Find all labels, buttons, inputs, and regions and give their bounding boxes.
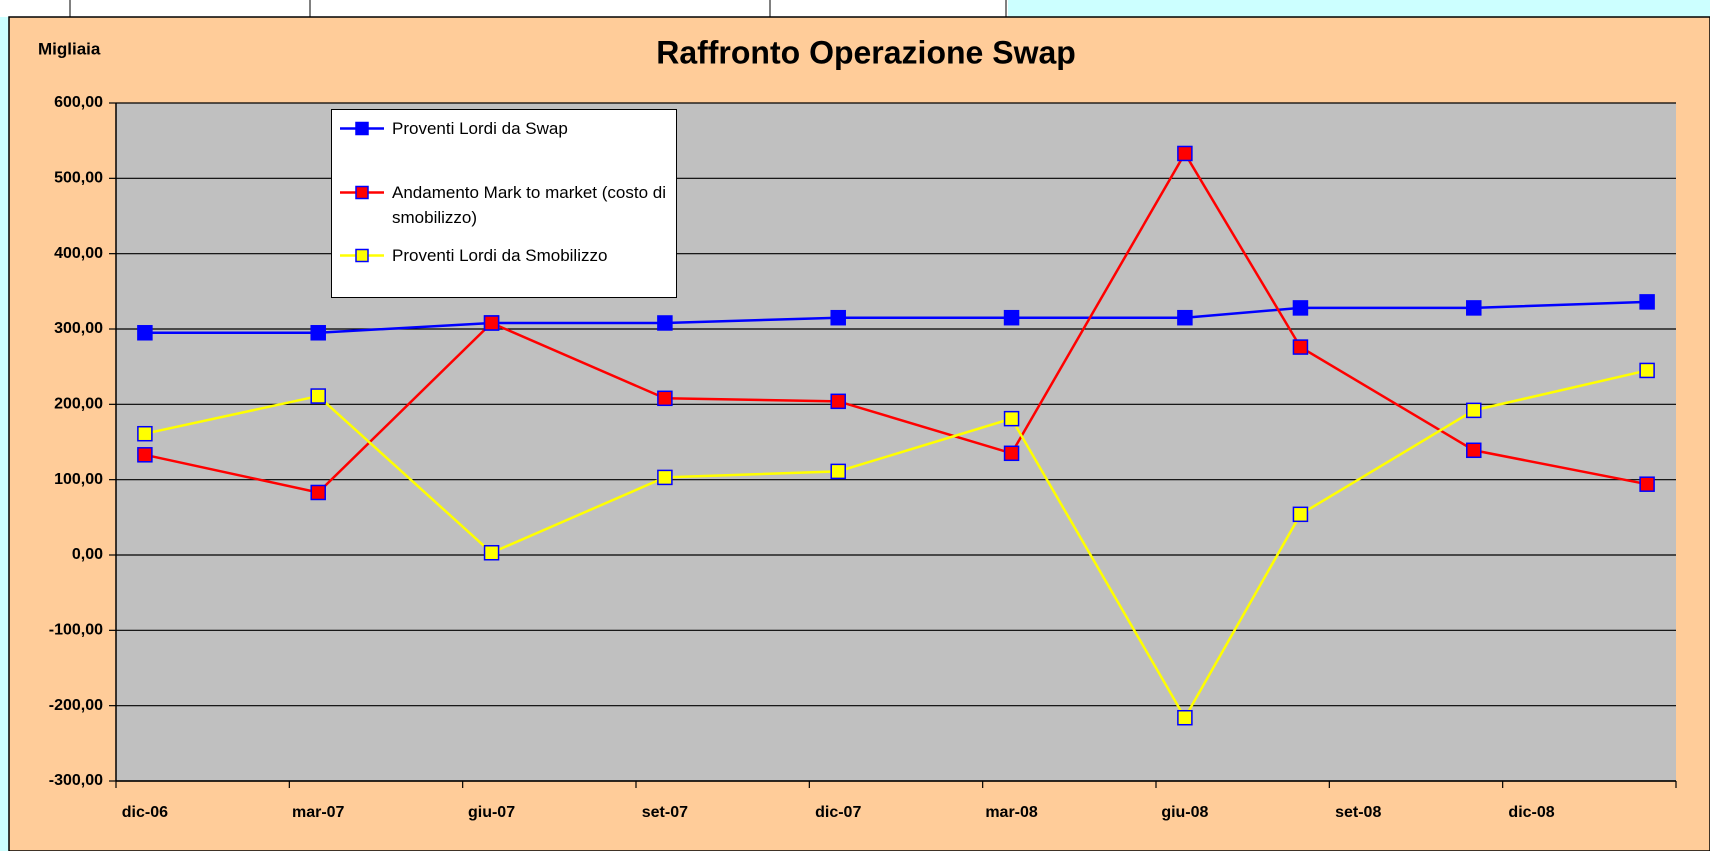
- y-tick-label: 200,00: [54, 396, 103, 413]
- chart-title: Raffronto Operazione Swap: [656, 34, 1076, 70]
- y-tick-label: -100,00: [49, 622, 103, 639]
- data-point: [830, 393, 846, 410]
- data-point: [1003, 445, 1020, 462]
- data-point: [1003, 410, 1020, 427]
- y-tick-label: 0,00: [72, 546, 103, 563]
- legend-swatch: [340, 248, 384, 263]
- y-tick-label: -200,00: [49, 697, 103, 714]
- legend-item: Proventi Lordi da Smobilizzo: [332, 243, 674, 268]
- series-line: [144, 369, 1648, 721]
- y-axis-label: Migliaia: [38, 39, 101, 58]
- data-point: [1466, 402, 1482, 419]
- y-tick-label: 500,00: [54, 170, 103, 187]
- x-tick-label: dic-06: [122, 804, 168, 821]
- legend-marker: [355, 121, 369, 136]
- x-tick-label: dic-08: [1508, 804, 1554, 821]
- data-point: [1466, 300, 1482, 316]
- x-tick-label: giu-07: [468, 804, 515, 821]
- data-point: [1292, 300, 1309, 316]
- y-tick-label: 400,00: [54, 245, 103, 262]
- x-tick-label: set-08: [1335, 804, 1381, 821]
- data-point: [657, 315, 673, 331]
- legend: Proventi Lordi da Swap Andamento Mark to …: [331, 109, 677, 298]
- data-point: [137, 447, 153, 463]
- data-point: [483, 315, 500, 331]
- x-tick-label: giu-08: [1161, 804, 1208, 821]
- data-point: [483, 544, 500, 561]
- data-point: [1292, 339, 1309, 355]
- legend-label: Andamento Mark to market (costo di smobi…: [392, 183, 667, 227]
- legend-swatch: [340, 121, 384, 136]
- data-point: [1003, 309, 1020, 326]
- sheet-cells: [0, 0, 1008, 17]
- y-tick-label: -300,00: [49, 772, 103, 789]
- data-point: [137, 325, 153, 341]
- data-point: [1639, 294, 1655, 310]
- series-line: [144, 300, 1648, 335]
- data-point: [1292, 506, 1309, 523]
- data-point: [1639, 476, 1655, 492]
- data-point: [137, 425, 153, 442]
- y-tick-label: 600,00: [54, 94, 103, 111]
- data-point: [310, 484, 326, 501]
- data-point: [830, 463, 846, 480]
- legend-item: Andamento Mark to market (costo di smobi…: [332, 180, 674, 230]
- legend-swatch: [340, 185, 384, 200]
- x-tick-label: mar-07: [292, 804, 345, 821]
- legend-label: Proventi Lordi da Smobilizzo: [392, 246, 608, 265]
- legend-label: Proventi Lordi da Swap: [392, 119, 568, 138]
- series-line: [144, 151, 1648, 494]
- legend-item: Proventi Lordi da Swap: [332, 116, 674, 141]
- data-point: [657, 390, 673, 407]
- data-point: [1466, 442, 1482, 459]
- data-point: [1177, 145, 1193, 162]
- data-point: [1177, 309, 1193, 326]
- y-tick-label: 100,00: [54, 471, 103, 488]
- x-tick-label: dic-07: [815, 804, 861, 821]
- data-point: [1639, 362, 1655, 379]
- data-point: [1177, 709, 1193, 726]
- legend-marker: [355, 248, 369, 263]
- data-point: [657, 469, 673, 486]
- y-tick-label: 300,00: [54, 320, 103, 337]
- data-point: [830, 309, 846, 326]
- x-tick-label: mar-08: [985, 804, 1038, 821]
- legend-marker: [355, 185, 369, 200]
- data-point: [310, 325, 326, 341]
- x-tick-label: set-07: [642, 804, 688, 821]
- data-point: [310, 388, 326, 404]
